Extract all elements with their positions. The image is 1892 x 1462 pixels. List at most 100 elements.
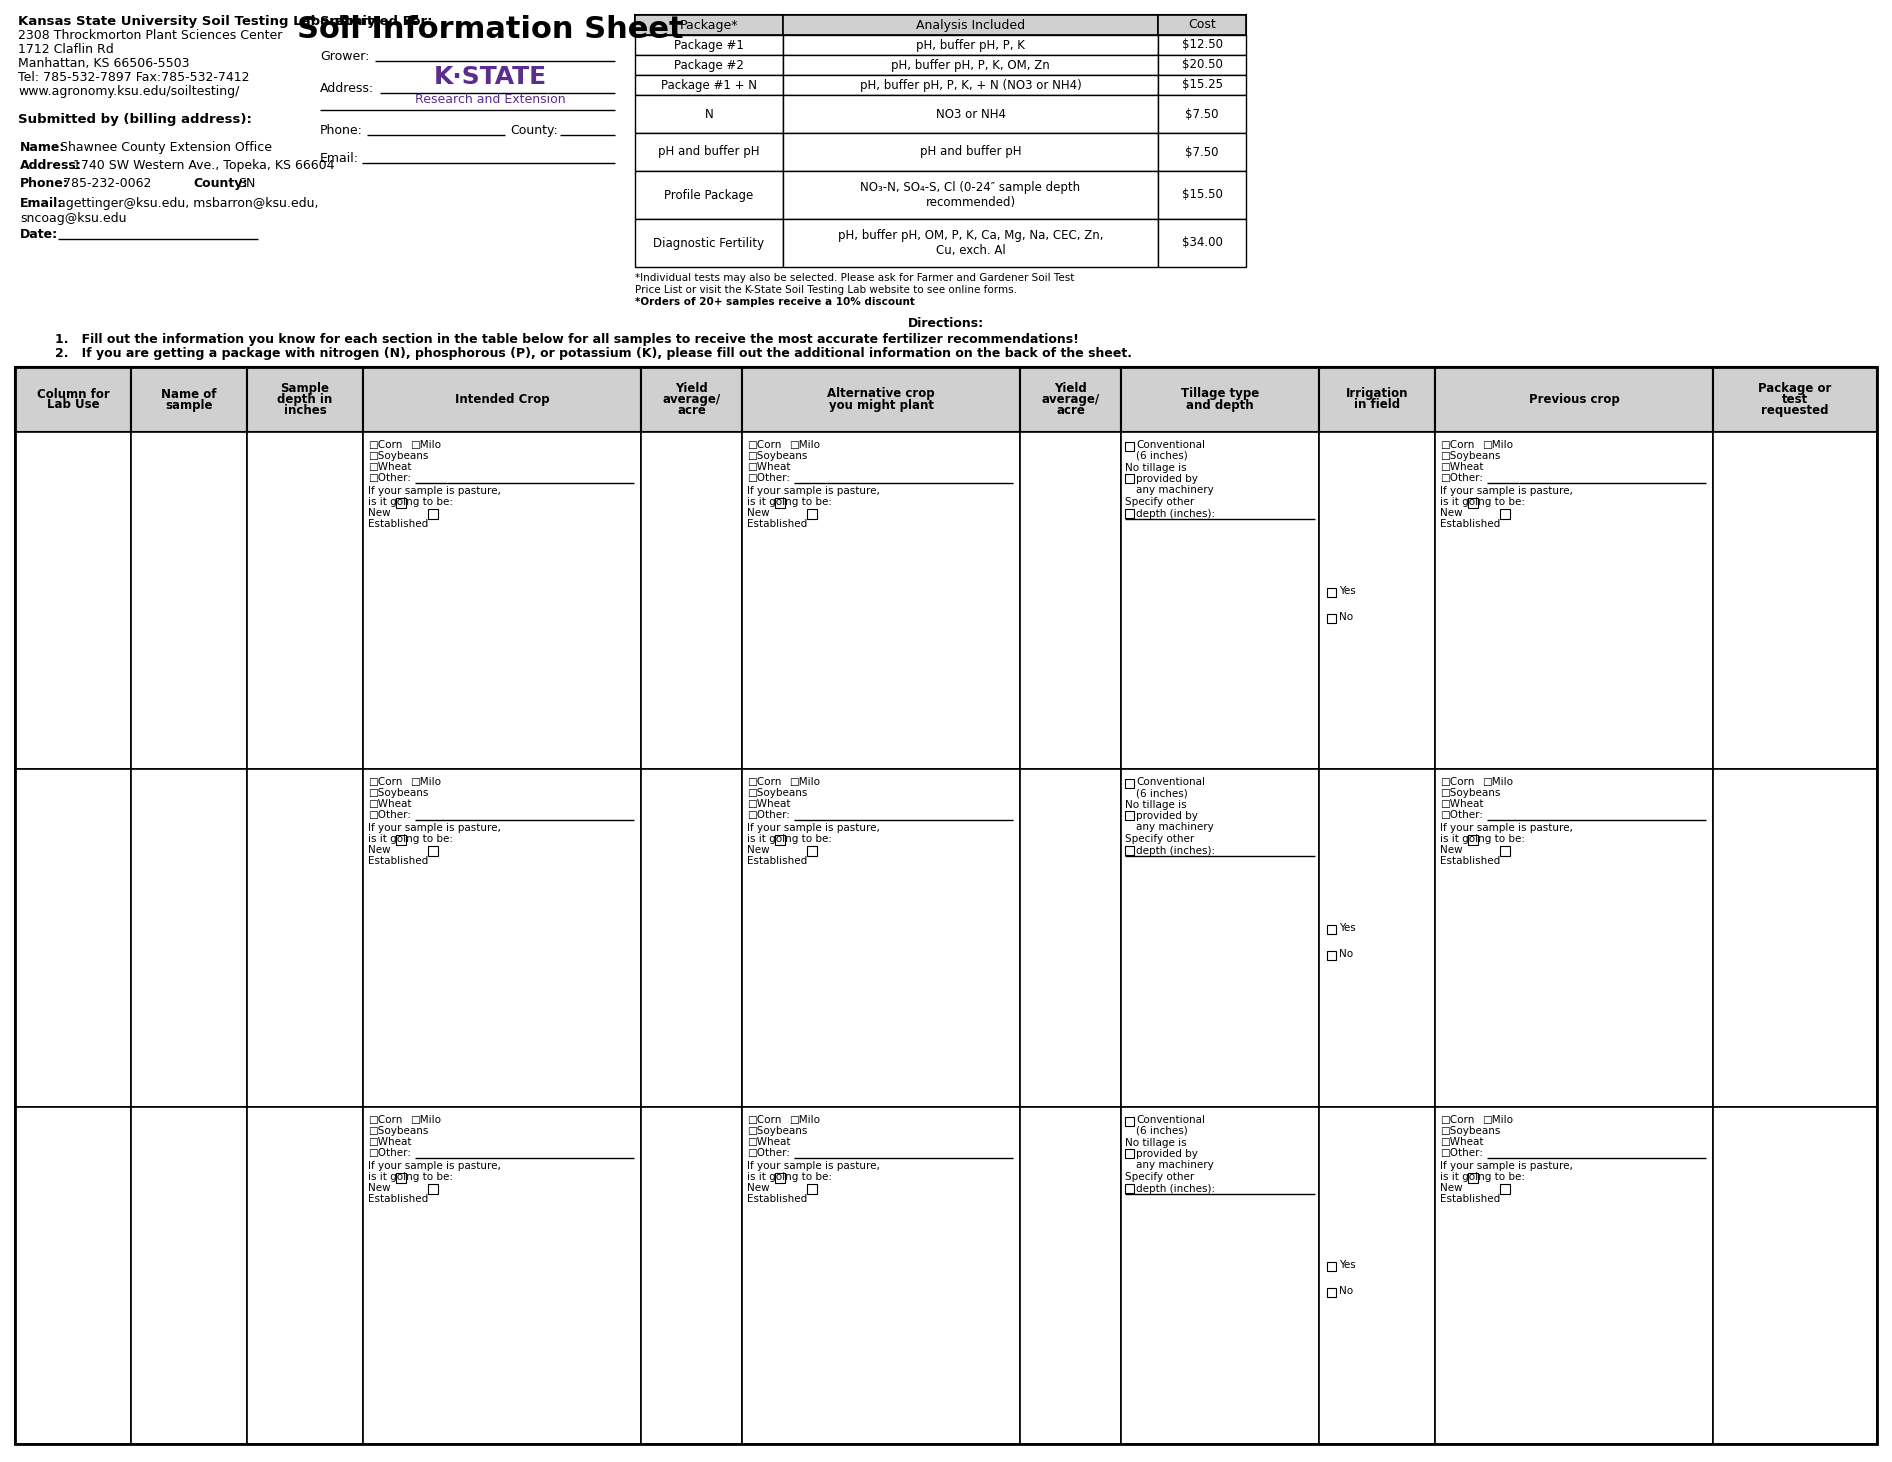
- Text: Established: Established: [1440, 519, 1500, 529]
- Text: agettinger@ksu.edu, msbarron@ksu.edu,: agettinger@ksu.edu, msbarron@ksu.edu,: [59, 197, 318, 211]
- Text: □Milo: □Milo: [789, 440, 819, 450]
- Text: any machinery: any machinery: [1135, 822, 1215, 832]
- Bar: [1434, 367, 1712, 431]
- Bar: [1158, 15, 1247, 35]
- Text: pH, buffer pH, OM, P, K, Ca, Mg, Na, CEC, Zn,
Cu, exch. Al: pH, buffer pH, OM, P, K, Ca, Mg, Na, CEC…: [838, 230, 1103, 257]
- Bar: [1158, 219, 1247, 268]
- Bar: [783, 133, 1158, 171]
- Bar: [15, 1107, 131, 1444]
- Bar: [1434, 769, 1712, 1107]
- Bar: [1326, 614, 1336, 623]
- Bar: [742, 769, 1020, 1107]
- Text: Yes: Yes: [1340, 586, 1357, 595]
- Text: is it going to be:: is it going to be:: [1440, 835, 1525, 845]
- Text: □Milo: □Milo: [1481, 440, 1514, 450]
- Text: (6 inches): (6 inches): [1135, 1126, 1188, 1136]
- Text: Established: Established: [1440, 857, 1500, 867]
- Text: Established: Established: [369, 1193, 428, 1203]
- Bar: [1326, 950, 1336, 961]
- Text: □Soybeans: □Soybeans: [1440, 1126, 1500, 1136]
- Text: pH, buffer pH, P, K: pH, buffer pH, P, K: [916, 38, 1025, 51]
- Text: □Soybeans: □Soybeans: [747, 1126, 808, 1136]
- Text: you might plant: you might plant: [829, 399, 933, 411]
- Text: □Soybeans: □Soybeans: [369, 1126, 428, 1136]
- Bar: [1126, 1149, 1133, 1158]
- Bar: [783, 15, 1158, 35]
- Bar: [1158, 35, 1247, 56]
- Text: □Other:: □Other:: [747, 474, 791, 482]
- Text: New: New: [747, 845, 770, 855]
- Text: □Corn: □Corn: [747, 1114, 781, 1124]
- Text: □Other:: □Other:: [369, 474, 411, 482]
- Text: If your sample is pasture,: If your sample is pasture,: [369, 823, 501, 833]
- Text: □Wheat: □Wheat: [369, 1136, 411, 1146]
- Bar: [1434, 431, 1712, 769]
- Bar: [1120, 367, 1319, 431]
- Bar: [248, 1107, 363, 1444]
- Text: K·STATE: K·STATE: [433, 64, 547, 89]
- Bar: [1326, 1288, 1336, 1297]
- Text: N: N: [704, 108, 713, 120]
- Text: If your sample is pasture,: If your sample is pasture,: [369, 485, 501, 496]
- Text: and depth: and depth: [1186, 399, 1254, 411]
- Text: □Milo: □Milo: [1481, 778, 1514, 788]
- Bar: [1319, 769, 1434, 1107]
- Text: □Corn: □Corn: [369, 1114, 403, 1124]
- Bar: [742, 431, 1020, 769]
- Text: is it going to be:: is it going to be:: [747, 835, 832, 845]
- Bar: [395, 1173, 407, 1183]
- Bar: [1468, 499, 1478, 507]
- Text: New: New: [1440, 507, 1463, 518]
- Bar: [395, 499, 407, 507]
- Bar: [131, 1107, 248, 1444]
- Bar: [636, 75, 783, 95]
- Bar: [1126, 846, 1133, 855]
- Text: □Corn: □Corn: [369, 778, 403, 788]
- Text: $12.50: $12.50: [1181, 38, 1222, 51]
- Bar: [636, 56, 783, 75]
- Bar: [636, 15, 783, 35]
- Text: 1.   Fill out the information you know for each section in the table below for a: 1. Fill out the information you know for…: [55, 333, 1078, 346]
- Text: acre: acre: [1056, 404, 1084, 417]
- Bar: [248, 431, 363, 769]
- Text: 785-232-0062: 785-232-0062: [62, 177, 151, 190]
- Text: Address:: Address:: [320, 82, 375, 95]
- Bar: [363, 769, 641, 1107]
- Text: 1740 SW Western Ave., Topeka, KS 66604: 1740 SW Western Ave., Topeka, KS 66604: [74, 159, 335, 173]
- Bar: [1326, 588, 1336, 596]
- Bar: [776, 835, 785, 845]
- Bar: [1126, 1117, 1133, 1126]
- Text: Submitted by (billing address):: Submitted by (billing address):: [19, 113, 252, 126]
- Text: Name:: Name:: [21, 140, 66, 154]
- Text: Lab Use: Lab Use: [47, 399, 98, 411]
- Text: inches: inches: [284, 404, 327, 417]
- Text: Analysis Included: Analysis Included: [916, 19, 1025, 32]
- Bar: [1020, 367, 1120, 431]
- Bar: [808, 509, 817, 519]
- Text: SN: SN: [238, 177, 255, 190]
- Text: $7.50: $7.50: [1184, 108, 1218, 120]
- Bar: [1500, 1184, 1510, 1193]
- Text: New: New: [369, 507, 390, 518]
- Bar: [131, 769, 248, 1107]
- Text: □Milo: □Milo: [411, 778, 441, 788]
- Bar: [783, 95, 1158, 133]
- Bar: [1468, 1173, 1478, 1183]
- Bar: [1712, 431, 1877, 769]
- Bar: [1126, 811, 1133, 820]
- Text: Previous crop: Previous crop: [1529, 393, 1620, 406]
- Text: If your sample is pasture,: If your sample is pasture,: [747, 1161, 880, 1171]
- Text: If your sample is pasture,: If your sample is pasture,: [1440, 1161, 1572, 1171]
- Text: □Other:: □Other:: [1440, 1148, 1483, 1158]
- Text: is it going to be:: is it going to be:: [747, 1171, 832, 1181]
- Text: □Corn: □Corn: [747, 440, 781, 450]
- Text: No tillage is: No tillage is: [1126, 800, 1186, 810]
- Text: If your sample is pasture,: If your sample is pasture,: [369, 1161, 501, 1171]
- Text: www.agronomy.ksu.edu/soiltesting/: www.agronomy.ksu.edu/soiltesting/: [19, 85, 240, 98]
- Text: pH, buffer pH, P, K, OM, Zn: pH, buffer pH, P, K, OM, Zn: [891, 58, 1050, 72]
- Text: Research and Extension: Research and Extension: [414, 94, 566, 107]
- Text: □Other:: □Other:: [1440, 474, 1483, 482]
- Text: □Soybeans: □Soybeans: [747, 788, 808, 798]
- Bar: [641, 769, 742, 1107]
- Bar: [248, 367, 363, 431]
